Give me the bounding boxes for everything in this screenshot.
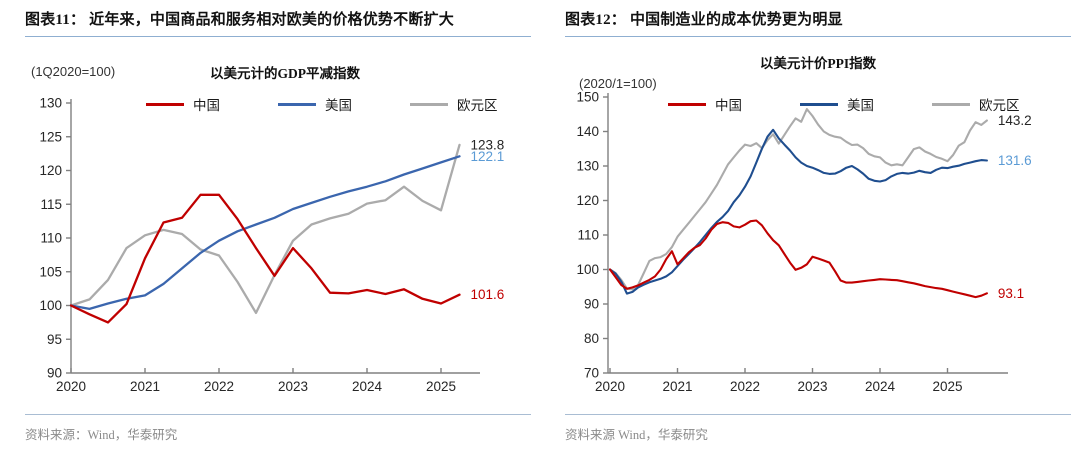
chart-title: 以美元计价PPI指数	[759, 56, 877, 71]
y-tick-label: 95	[47, 332, 62, 347]
source-note: 资料来源 Wind，华泰研究	[565, 414, 1071, 443]
x-tick-label: 2023	[797, 379, 827, 394]
legend-item-china: 中国	[668, 94, 742, 114]
x-axis-ticks: 2020 2021 2022 2023 2024 2025	[56, 368, 456, 394]
y-tick-label: 70	[584, 366, 599, 381]
eurozone-line-swatch	[932, 102, 970, 106]
legend-label: 中国	[715, 98, 742, 113]
end-value-label-china: 93.1	[998, 286, 1024, 301]
us-line-swatch	[278, 102, 316, 106]
x-tick-label: 2022	[730, 379, 760, 394]
legend-item-eurozone: 欧元区	[932, 94, 1020, 114]
y-tick-label: 90	[584, 297, 599, 312]
y-tick-label: 100	[39, 298, 62, 313]
ppi-chart: 70 80 90 100 110 120 130 140 150 2020 2021 2022 2023…	[576, 90, 1032, 395]
x-tick-label: 2022	[204, 379, 234, 394]
y-tick-label: 100	[576, 262, 599, 277]
series-line-eurozone	[608, 108, 988, 291]
axis-unit-label: (1Q2020=100)	[31, 64, 116, 79]
source-note: 资料来源：Wind，华泰研究	[25, 414, 531, 443]
x-tick-label: 2025	[426, 379, 456, 394]
x-tick-label: 2020	[56, 379, 86, 394]
x-tick-label: 2024	[352, 379, 383, 394]
y-tick-label: 120	[576, 193, 599, 208]
y-tick-label: 125	[39, 129, 62, 144]
legend-label: 美国	[847, 98, 874, 113]
y-tick-label: 80	[584, 331, 599, 346]
figure-title-11: 图表11： 近年来，中国商品和服务相对欧美的价格优势不断扩大	[25, 8, 531, 37]
legend-item-china: 中国	[146, 94, 220, 114]
end-value-label-us: 131.6	[998, 153, 1032, 168]
x-tick-label: 2023	[278, 379, 308, 394]
y-axis-ticks: 90 95 100 105 110 115 120 125 130	[39, 96, 71, 381]
y-axis-ticks: 70 80 90 100 110 120 130 140 150	[576, 90, 608, 381]
eurozone-line-swatch	[410, 102, 448, 106]
legend-label: 欧元区	[979, 98, 1020, 113]
china-line-swatch	[668, 102, 706, 106]
x-tick-label: 2020	[595, 379, 625, 394]
legend-item-us: 美国	[800, 94, 874, 114]
us-line-swatch	[800, 102, 838, 106]
y-tick-label: 110	[577, 228, 599, 243]
x-tick-label: 2025	[932, 379, 962, 394]
axis-unit-label: (2020/1=100)	[579, 76, 657, 91]
y-tick-label: 130	[39, 96, 62, 111]
series-line-eurozone	[69, 143, 461, 315]
series-line-us	[69, 155, 461, 311]
panel-ppi: 图表12： 中国制造业的成本优势更为明显 70 80 90 100 110 120 130 1…	[540, 0, 1080, 453]
end-value-label-eurozone: 123.8	[471, 137, 505, 152]
y-tick-label: 130	[576, 159, 599, 174]
y-tick-label: 120	[39, 163, 62, 178]
y-tick-label: 140	[576, 124, 599, 139]
series-line-us	[608, 128, 988, 295]
x-tick-label: 2024	[865, 379, 896, 394]
y-tick-label: 90	[47, 366, 62, 381]
axes	[607, 93, 1008, 374]
legend-label: 美国	[325, 98, 352, 113]
y-tick-label: 115	[40, 197, 62, 212]
end-value-label-us: 122.1	[471, 149, 505, 164]
x-axis-ticks: 2020 2021 2022 2023 2024 2025	[595, 368, 963, 394]
legend-label: 中国	[193, 98, 220, 113]
series-line-china	[69, 193, 461, 324]
end-value-label-china: 101.6	[471, 287, 505, 302]
panel-gdp-deflator: 图表11： 近年来，中国商品和服务相对欧美的价格优势不断扩大 90 95 100 10…	[25, 8, 531, 443]
x-tick-label: 2021	[130, 379, 160, 394]
x-tick-label: 2021	[662, 379, 692, 394]
series-line-china	[608, 219, 988, 299]
figure-title-12: 图表12： 中国制造业的成本优势更为明显	[565, 8, 1071, 37]
legend-item-us: 美国	[278, 94, 352, 114]
china-line-swatch	[146, 102, 184, 106]
y-tick-label: 150	[576, 90, 599, 105]
end-value-label-eurozone: 143.2	[998, 113, 1032, 128]
y-tick-label: 110	[40, 231, 62, 246]
legend-label: 欧元区	[457, 98, 498, 113]
legend-item-eurozone: 欧元区	[410, 94, 498, 114]
y-tick-label: 105	[39, 264, 62, 279]
axes	[70, 99, 480, 374]
chart-title: 以美元计的GDP平减指数	[210, 66, 360, 81]
